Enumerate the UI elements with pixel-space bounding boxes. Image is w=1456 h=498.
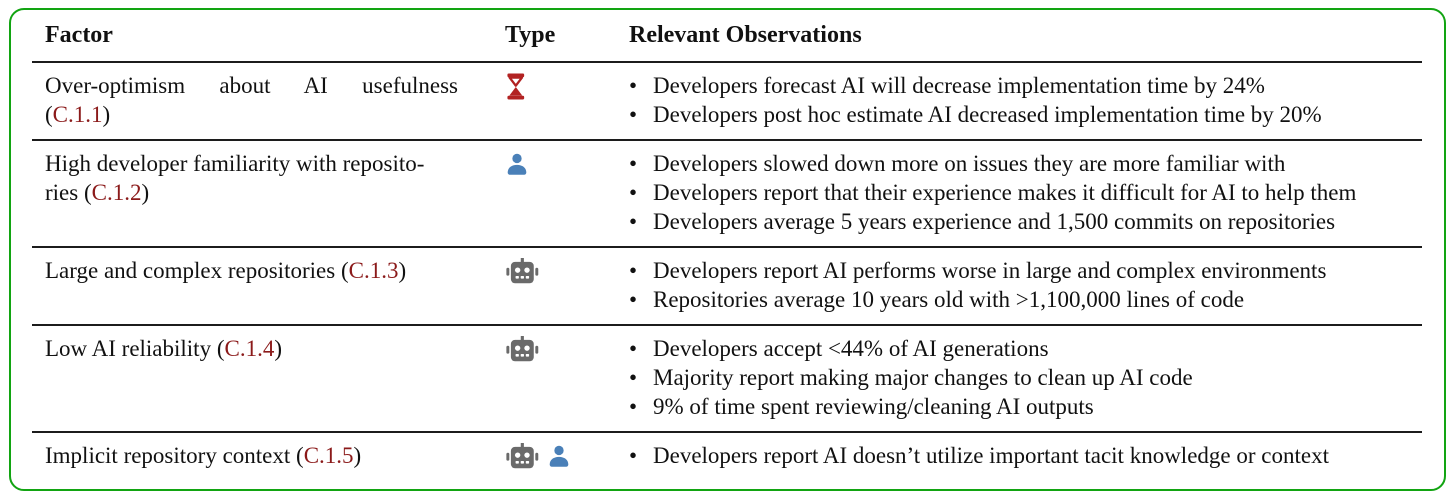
- bullet-icon: •: [629, 336, 638, 361]
- bullet-icon: •: [629, 394, 638, 419]
- observation-item: • 9% of time spent reviewing/cleaning AI …: [629, 392, 1422, 421]
- bullet-icon: •: [629, 443, 638, 468]
- factor-text: Implicit repository context (C.1.5): [45, 443, 362, 468]
- section-ref: C.1.1: [52, 102, 103, 127]
- factor-text: High developer familiarity with reposito…: [45, 151, 425, 176]
- observation-item: • Developers slowed down more on issues t…: [629, 149, 1422, 178]
- section-ref: C.1.5: [303, 443, 354, 468]
- section-ref: C.1.3: [348, 258, 399, 283]
- section-ref: C.1.4: [224, 336, 275, 361]
- observation-item: • Developers report AI doesn’t utilize im…: [629, 441, 1422, 470]
- person-icon: [507, 153, 527, 175]
- table-row: Low AI reliability (C.1.4) • Developers a…: [32, 326, 1422, 433]
- observation-text: Developers post hoc estimate AI decrease…: [653, 102, 1322, 127]
- observation-text: Developers forecast AI will decrease imp…: [653, 73, 1265, 98]
- observation-item: • Developers accept <44% of AI generation…: [629, 334, 1422, 363]
- type-cell: [492, 71, 616, 129]
- type-cell: [492, 334, 616, 421]
- type-cell: [492, 256, 616, 314]
- column-header-type: Type: [505, 22, 556, 48]
- table-row: Large and complex repositories (C.1.3) •…: [32, 248, 1422, 326]
- factor-text: Low AI reliability (C.1.4): [45, 336, 283, 361]
- table-row: Implicit repository context (C.1.5) • Dev…: [32, 433, 1422, 480]
- bullet-icon: •: [629, 73, 638, 98]
- bullet-icon: •: [629, 258, 638, 283]
- bullet-icon: •: [629, 209, 638, 234]
- observations-cell: • Developers report AI doesn’t utilize im…: [616, 441, 1422, 470]
- factor-cell: Over-optimism about AI usefulness (C.1.1): [32, 71, 492, 129]
- observation-item: • Repositories average 10 years old with …: [629, 285, 1422, 314]
- observation-item: • Developers average 5 years experience a…: [629, 207, 1422, 236]
- observation-text: Majority report making major changes to …: [653, 365, 1193, 390]
- observation-text: Repositories average 10 years old with >…: [653, 287, 1245, 312]
- observation-text: Developers average 5 years experience an…: [653, 209, 1336, 234]
- table-row: High developer familiarity with reposito…: [32, 141, 1422, 248]
- factor-text: Large and complex repositories (C.1.3): [45, 258, 407, 283]
- observation-item: • Developers forecast AI will decrease im…: [629, 71, 1422, 100]
- type-cell: [492, 441, 616, 470]
- bullet-icon: •: [629, 365, 638, 390]
- person-icon: [549, 445, 568, 467]
- table-header-row: Factor Type Relevant Observations: [32, 18, 1422, 63]
- observations-cell: • Developers slowed down more on issues t…: [616, 149, 1422, 236]
- factor-cell: Implicit repository context (C.1.5): [32, 441, 492, 470]
- observation-text: Developers report that their experience …: [653, 180, 1357, 205]
- observation-text: 9% of time spent reviewing/cleaning AI o…: [653, 394, 1094, 419]
- table-row: Over-optimism about AI usefulness (C.1.1)…: [32, 63, 1422, 141]
- observation-text: Developers slowed down more on issues th…: [653, 151, 1286, 176]
- observation-item: • Majority report making major changes to…: [629, 363, 1422, 392]
- hourglass-icon: [507, 73, 525, 100]
- robot-icon: [506, 336, 539, 362]
- section-ref: C.1.2: [91, 180, 142, 205]
- robot-icon: [506, 443, 539, 469]
- factor-text: ries (C.1.2): [45, 180, 150, 205]
- factors-table: Factor Type Relevant Observations Over-o…: [32, 18, 1422, 480]
- column-header-factor: Factor: [45, 22, 113, 48]
- factor-text: Over-optimism about AI usefulness: [45, 73, 458, 98]
- column-header-observations: Relevant Observations: [629, 22, 862, 48]
- bullet-icon: •: [629, 287, 638, 312]
- observations-cell: • Developers forecast AI will decrease im…: [616, 71, 1422, 129]
- observation-item: • Developers post hoc estimate AI decreas…: [629, 100, 1422, 129]
- bullet-icon: •: [629, 151, 638, 176]
- observation-item: • Developers report AI performs worse in …: [629, 256, 1422, 285]
- observation-text: Developers accept <44% of AI generations: [653, 336, 1049, 361]
- observation-text: Developers report AI doesn’t utilize imp…: [653, 443, 1329, 468]
- observations-cell: • Developers report AI performs worse in …: [616, 256, 1422, 314]
- bullet-icon: •: [629, 180, 638, 205]
- factor-cell: Low AI reliability (C.1.4): [32, 334, 492, 421]
- type-cell: [492, 149, 616, 236]
- table-body: Over-optimism about AI usefulness (C.1.1)…: [32, 63, 1422, 480]
- observations-cell: • Developers accept <44% of AI generation…: [616, 334, 1422, 421]
- observation-text: Developers report AI performs worse in l…: [653, 258, 1327, 283]
- table-frame: Factor Type Relevant Observations Over-o…: [9, 8, 1446, 491]
- bullet-icon: •: [629, 102, 638, 127]
- factor-cell: Large and complex repositories (C.1.3): [32, 256, 492, 314]
- observation-item: • Developers report that their experience…: [629, 178, 1422, 207]
- factor-cell: High developer familiarity with reposito…: [32, 149, 492, 236]
- robot-icon: [506, 258, 539, 284]
- factor-text: (C.1.1): [45, 102, 111, 127]
